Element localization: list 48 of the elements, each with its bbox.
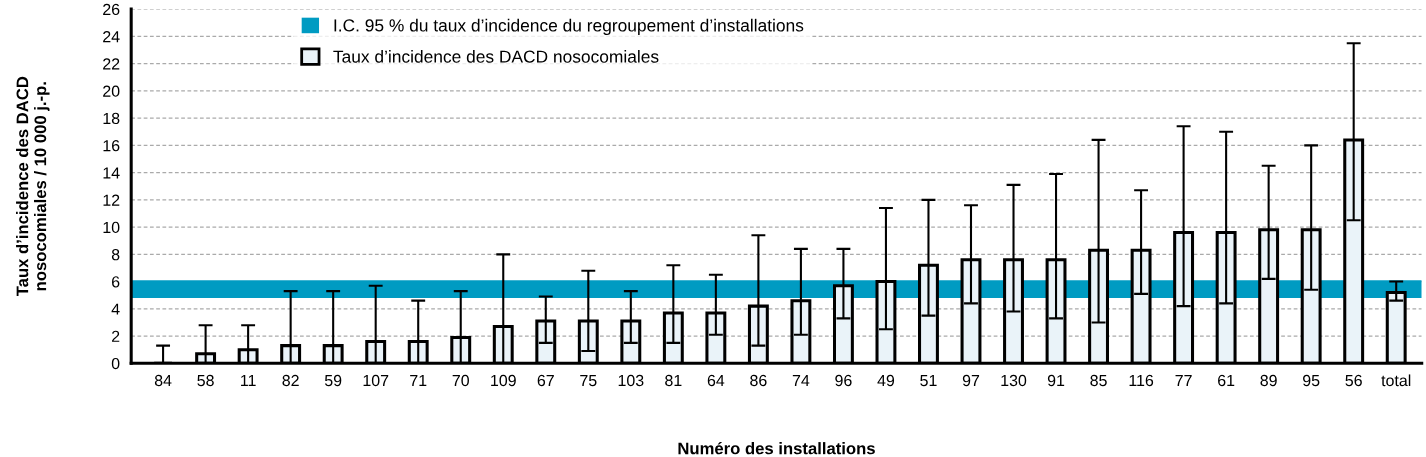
x-tick-label: 59 <box>324 374 342 387</box>
x-tick-label: 51 <box>920 375 937 387</box>
x-tick-label: 75 <box>580 375 597 387</box>
x-tick-label: 71 <box>410 375 427 386</box>
x-tick-label: 58 <box>197 374 214 387</box>
legend-label: I.C. 95 % du taux d’incidence du regroupement d’installations <box>334 18 804 35</box>
x-tick-label: 67 <box>537 374 554 387</box>
x-tick-label: 85 <box>1090 374 1107 387</box>
y-tick-label: 12 <box>103 194 120 206</box>
y-tick-label: 8 <box>111 248 120 261</box>
x-tick-label: 97 <box>962 374 980 387</box>
y-tick-label: 24 <box>103 31 120 43</box>
x-tick-label: 61 <box>1218 374 1235 387</box>
y-tick-label: 26 <box>103 3 120 16</box>
y-tick-label: 6 <box>112 276 120 288</box>
x-tick-label: 116 <box>1129 374 1154 387</box>
x-tick-label: 103 <box>618 374 644 387</box>
x-axis-title: Numéro des installations <box>678 441 875 455</box>
y-tick-label: 18 <box>103 112 120 125</box>
x-tick-label: 70 <box>452 374 469 387</box>
y-tick-label: 20 <box>103 85 120 97</box>
y-tick-label: 10 <box>103 221 120 234</box>
x-tick-label: 84 <box>154 374 172 387</box>
x-tick-label: 64 <box>707 374 725 387</box>
x-tick-label: 82 <box>282 374 299 387</box>
x-tick-label: 81 <box>665 374 682 387</box>
y-axis-title: Taux d’incidence des DACD nosocomiales / 10 000 j.-p. <box>16 76 50 297</box>
x-tick-label: 96 <box>835 374 852 387</box>
x-tick-label: 95 <box>1303 374 1320 387</box>
y-tick-label: 0 <box>111 357 120 370</box>
x-tick-label: 89 <box>1260 374 1277 387</box>
y-tick-label: 16 <box>103 140 120 152</box>
x-tick-label: 109 <box>491 374 516 387</box>
x-tick-label: 56 <box>1345 374 1362 387</box>
x-tick-label: 74 <box>792 375 810 386</box>
x-tick-label: 91 <box>1047 374 1065 387</box>
x-tick-label: 86 <box>750 374 767 387</box>
x-tick-label: 107 <box>363 374 389 387</box>
x-tick-label: total <box>1381 374 1411 387</box>
y-tick-label: 22 <box>103 58 120 70</box>
x-tick-label: 49 <box>877 374 895 387</box>
y-tick-label: 2 <box>112 330 120 342</box>
y-tick-label: 4 <box>111 303 120 315</box>
legend-label: Taux d’incidence des DACD nosocomiales <box>333 50 659 63</box>
y-tick-label: 14 <box>103 167 120 179</box>
x-tick-label: 130 <box>1001 374 1027 387</box>
x-tick-label: 11 <box>241 375 256 386</box>
x-tick-label: 77 <box>1175 375 1192 386</box>
